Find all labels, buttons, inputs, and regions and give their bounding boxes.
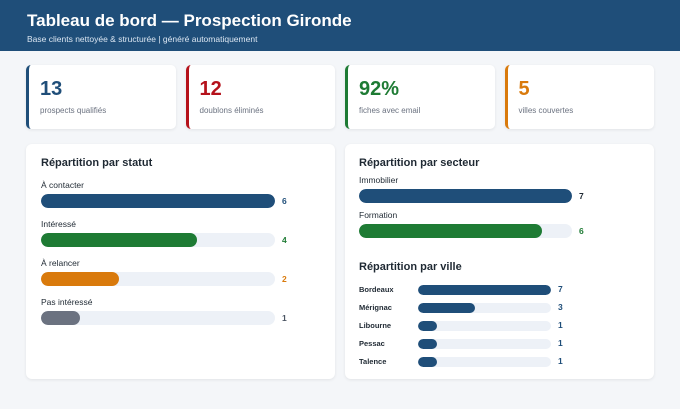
statut-bar-track xyxy=(41,272,275,286)
statut-row: Pas intéressé 1 xyxy=(41,297,320,325)
ville-bar-fill xyxy=(418,284,551,295)
statut-label: À relancer xyxy=(41,258,80,268)
secteur-count: 7 xyxy=(579,190,584,201)
ville-bar-track xyxy=(418,302,551,313)
statut-count: 4 xyxy=(282,234,287,245)
ville-label: Bordeaux xyxy=(359,284,394,294)
secteur-label: Immobilier xyxy=(359,175,399,185)
kpi-label: fiches avec email xyxy=(359,106,421,115)
kpi-label: prospects qualifiés xyxy=(40,106,107,115)
ville-label: Libourne xyxy=(359,320,392,330)
ville-count: 1 xyxy=(558,356,563,366)
secteur-bar-fill xyxy=(359,189,572,203)
statut-label: Pas intéressé xyxy=(41,297,93,307)
page-subtitle: Base clients nettoyée & structurée | gén… xyxy=(27,34,258,44)
kpi-card-villes: 5 villes couvertes xyxy=(504,65,654,129)
statut-title: Répartition par statut xyxy=(41,157,153,169)
ville-bar-track xyxy=(418,338,551,349)
ville-row: Bordeaux 7 xyxy=(359,283,640,296)
statut-label: À contacter xyxy=(41,180,84,190)
ville-count: 1 xyxy=(558,320,563,330)
kpi-value: 5 xyxy=(518,78,530,100)
ville-row: Talence 1 xyxy=(359,355,640,368)
secteur-bar-track xyxy=(359,189,572,203)
statut-row: Intéressé 4 xyxy=(41,219,320,247)
statut-panel: Répartition par statut À contacter 6 Int… xyxy=(26,144,335,379)
kpi-card-prospects: 13 prospects qualifiés xyxy=(26,65,176,129)
kpi-row: 13 prospects qualifiés 12 doublons élimi… xyxy=(26,65,654,129)
statut-bar-fill xyxy=(41,272,119,286)
secteur-title: Répartition par secteur xyxy=(359,157,480,169)
page-title: Tableau de bord — Prospection Gironde xyxy=(27,11,352,30)
statut-bar-track xyxy=(41,194,275,208)
statut-bar-fill xyxy=(41,233,197,247)
secteur-ville-panel: Répartition par secteur Immobilier 7 For… xyxy=(345,144,654,379)
statut-bar-track xyxy=(41,311,275,325)
ville-count: 1 xyxy=(558,338,563,348)
kpi-value: 13 xyxy=(40,78,63,100)
ville-label: Pessac xyxy=(359,338,385,348)
statut-count: 2 xyxy=(282,273,287,284)
ville-count: 3 xyxy=(558,302,563,312)
statut-count: 1 xyxy=(282,312,287,323)
ville-row: Mérignac 3 xyxy=(359,301,640,314)
statut-count: 6 xyxy=(282,195,287,206)
kpi-value: 92% xyxy=(359,78,400,100)
ville-bar-fill xyxy=(418,338,437,349)
ville-row: Libourne 1 xyxy=(359,319,640,332)
statut-row: À contacter 6 xyxy=(41,180,320,208)
secteur-row: Immobilier 7 xyxy=(359,175,640,203)
ville-bar-fill xyxy=(418,302,475,313)
statut-bar-fill xyxy=(41,194,275,208)
ville-bar-fill xyxy=(418,320,437,331)
statut-row: À relancer 2 xyxy=(41,258,320,286)
secteur-bar-track xyxy=(359,224,572,238)
secteur-row: Formation 6 xyxy=(359,210,640,238)
kpi-value: 12 xyxy=(199,78,222,100)
kpi-card-email: 92% fiches avec email xyxy=(345,65,495,129)
statut-bar-fill xyxy=(41,311,80,325)
ville-bar-track xyxy=(418,356,551,367)
ville-label: Talence xyxy=(359,356,387,366)
ville-bar-track xyxy=(418,284,551,295)
ville-row: Pessac 1 xyxy=(359,337,640,350)
ville-label: Mérignac xyxy=(359,302,392,312)
kpi-label: villes couvertes xyxy=(518,106,574,115)
statut-bar-track xyxy=(41,233,275,247)
kpi-label: doublons éliminés xyxy=(199,106,264,115)
secteur-bar-fill xyxy=(359,224,542,238)
statut-label: Intéressé xyxy=(41,219,76,229)
secteur-count: 6 xyxy=(579,225,584,236)
kpi-card-doublons: 12 doublons éliminés xyxy=(185,65,335,129)
ville-count: 7 xyxy=(558,284,563,294)
dashboard-header: Tableau de bord — Prospection Gironde Ba… xyxy=(0,0,680,51)
ville-bar-track xyxy=(418,320,551,331)
ville-title: Répartition par ville xyxy=(359,261,462,273)
ville-bar-fill xyxy=(418,356,437,367)
secteur-label: Formation xyxy=(359,210,398,220)
